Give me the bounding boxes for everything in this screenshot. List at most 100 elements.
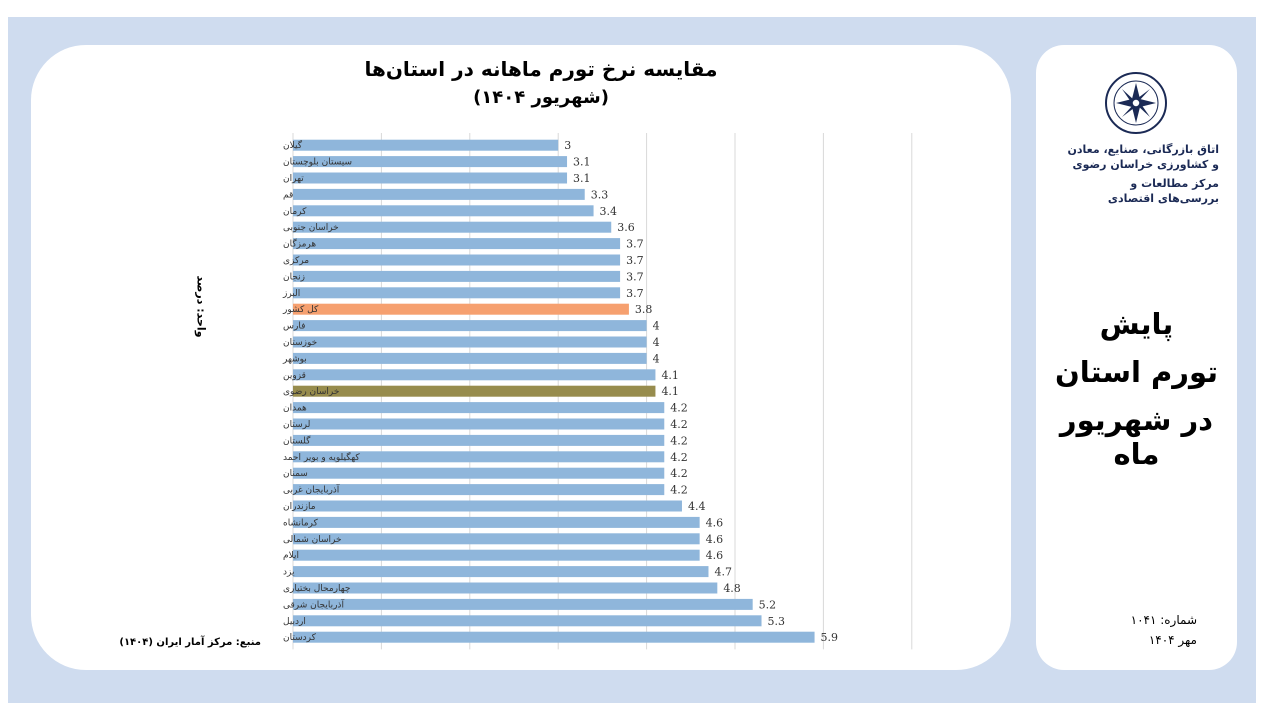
data-label: 3.7 [626,270,644,283]
category-label: کردستان [283,633,317,643]
issue-number: شماره: ۱۰۴۱ [1130,613,1197,627]
issue-date: مهر ۱۴۰۴ [1148,633,1197,647]
data-label: 5.9 [821,631,839,644]
bar [293,582,718,594]
bar [293,533,700,545]
data-label: 4.4 [688,500,706,513]
bar [293,188,585,200]
category-label: اردبیل [283,617,306,627]
category-label: البرز [282,289,300,299]
dept-name-line-2: بررسی‌های اقتصادی [1107,192,1219,205]
category-label: سمنان [283,469,308,479]
category-label: همدان [283,404,307,414]
data-label: 4.6 [706,549,724,562]
bar [293,254,621,266]
bar [293,451,665,463]
data-label: 4.2 [670,418,688,431]
category-label: زنجان [283,272,305,282]
category-label: چهارمحال بختیاری [283,584,350,594]
bar [293,172,568,184]
category-label: فارس [283,322,305,332]
data-label: 3.1 [573,172,591,185]
bar [293,598,753,610]
chamber-logo-icon [1105,72,1167,134]
data-label: 3.7 [626,287,644,300]
bar [293,238,621,250]
bar [293,615,762,627]
report-title-line-3: در شهریور ماه [1059,403,1214,471]
data-label: 4.1 [661,369,679,382]
data-label: 4.7 [714,566,732,579]
report-title-line-2: تورم استان [1054,355,1219,389]
data-label: 5.2 [759,598,777,611]
bar [293,418,665,430]
bar [293,270,621,282]
bar [293,484,665,496]
data-label: 4 [653,336,660,349]
data-label: 4.8 [723,582,741,595]
data-label: 4.2 [670,402,688,415]
bar [293,402,665,414]
bar [293,352,647,364]
category-label: کل کشور [282,305,319,315]
category-label: بوشهر [282,354,307,364]
category-label: سیستان بلوچستان [283,158,352,168]
chart-panel: مقایسه نرخ تورم ماهانه در استان‌ها (شهری… [31,45,1011,670]
data-label: 5.3 [768,615,786,628]
bar [293,549,700,561]
category-label: کرمانشاه [283,518,319,528]
bar [293,303,629,315]
category-label: خراسان شمالی [283,535,342,545]
data-label: 4.6 [706,533,724,546]
bar-chart: 3 گیلان 3.1 سیستان بلوچستان 3.1 تهران 3.3 قم 3.4… [282,133,913,650]
data-label: 3 [564,139,571,152]
category-label: هرمزگان [283,238,316,250]
chart-subtitle: (شهریور ۱۴۰۴) [473,87,609,108]
bar [293,156,568,168]
data-label: 4.1 [661,385,679,398]
org-name-line-2: و کشاورزی خراسان رضوی [1072,158,1219,171]
bar [293,467,665,479]
bar [293,566,709,578]
report-title-line-1: پایش [1099,307,1174,341]
bar [293,434,665,446]
category-label: آذربایجان غربی [283,484,340,496]
data-label: 3.4 [600,205,618,218]
category-label: قزوین [283,371,306,381]
data-label: 4.2 [670,434,688,447]
org-name-line-1: اتاق بازرگانی، صنایع، معادن [1067,143,1219,156]
category-label: تهران [283,174,304,184]
bar [293,287,621,299]
dept-name-line-1: مرکز مطالعات و [1130,177,1219,190]
bar [293,205,594,217]
data-label: 4.2 [670,467,688,480]
data-label: 4 [653,320,660,333]
data-label: 4.2 [670,484,688,497]
data-label: 3.7 [626,238,644,251]
category-label: خوزستان [283,338,317,348]
category-label: آذربایجان شرقی [283,598,344,610]
category-label: گلستان [283,434,311,446]
chart-title: مقایسه نرخ تورم ماهانه در استان‌ها [364,57,718,81]
bar [293,500,682,512]
category-label: لرستان [283,420,310,430]
bar [293,221,612,233]
category-label: گیلان [283,139,303,151]
data-label: 3.7 [626,254,644,267]
data-label: 4.6 [706,516,724,529]
side-panel: اتاق بازرگانی، صنایع، معادن و کشاورزی خر… [1036,45,1237,670]
category-label: یزد [283,568,295,578]
bar [293,385,656,397]
category-label: ایلام [283,551,299,561]
data-label: 3.1 [573,156,591,169]
category-label: کهگیلویه و بویر احمد [283,451,360,463]
bar [293,369,656,381]
source-label: منبع: مرکز آمار ایران (۱۴۰۴) [119,637,261,648]
category-label: خراسان جنوبی [283,223,339,233]
category-label: مرکزی [283,256,309,266]
bar [293,139,559,151]
category-label: خراسان رضوی [283,387,339,397]
category-label: مازندران [283,502,316,512]
bar [293,631,815,643]
bar [293,336,647,348]
